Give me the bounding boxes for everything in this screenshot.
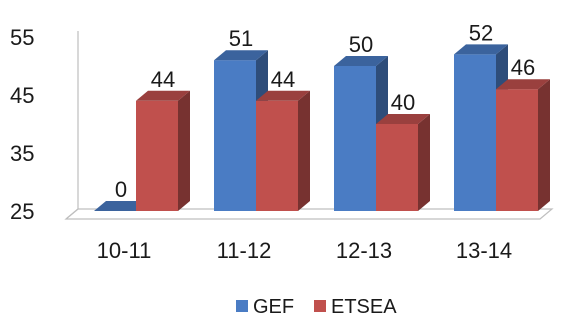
data-label-gef: 51 [229,26,253,51]
bar-etsea-10-11 [136,90,190,211]
bar-front [256,100,298,211]
bar-top [376,114,430,124]
legend-swatch-gef [236,300,248,312]
bar-side [418,114,430,211]
bar-side [298,90,310,211]
bar-top [94,201,148,211]
bar-gef-11-12 [214,50,268,212]
y-tick-label: 55 [10,25,34,50]
bar-etsea-13-14 [496,79,550,211]
data-label-etsea: 40 [391,90,415,115]
legend-label-gef: GEF [253,296,294,318]
y-tick-label: 35 [10,141,34,166]
bar-front [454,54,496,212]
data-labels: 0 51 50 52 44 44 40 46 [115,20,535,202]
bar-etsea-12-13 [376,114,430,211]
x-axis-ticks: 10-11 11-12 12-13 13-14 [97,238,512,263]
y-tick-label: 45 [10,83,34,108]
bar-top [136,90,190,101]
bar-side [538,79,550,211]
bar-front [214,60,256,212]
bar-top [496,79,550,90]
bar-front [496,89,538,211]
data-label-etsea: 46 [511,55,535,80]
data-label-gef: 50 [349,32,373,57]
bar-gef-10-11 [94,201,148,211]
bar-front [136,100,178,211]
bar-top [334,56,388,66]
chart-axes [65,31,79,220]
bar-front [334,66,376,211]
y-tick-label: 25 [10,199,34,224]
data-label-etsea: 44 [271,67,295,92]
bars [94,44,550,212]
bar-top [214,50,268,61]
bar-top [256,90,310,101]
bar-top [454,44,508,55]
legend-swatch-etsea [314,300,326,312]
axis-corner-line [65,208,79,220]
bar-gef-12-13 [334,56,388,211]
data-label-gef: 0 [115,177,127,202]
bar-etsea-11-12 [256,90,310,211]
x-tick-label: 13-14 [456,238,512,263]
data-label-gef: 52 [469,20,493,45]
x-tick-label: 11-12 [217,238,272,263]
x-tick-label: 10-11 [97,238,152,263]
x-tick-label: 12-13 [336,238,392,263]
y-axis-ticks: 25 35 45 55 [10,25,34,224]
bar-front [376,124,418,211]
legend: GEF ETSEA [236,296,397,318]
data-label-etsea: 44 [151,67,175,92]
legend-label-etsea: ETSEA [331,296,397,318]
bar-side [178,90,190,211]
